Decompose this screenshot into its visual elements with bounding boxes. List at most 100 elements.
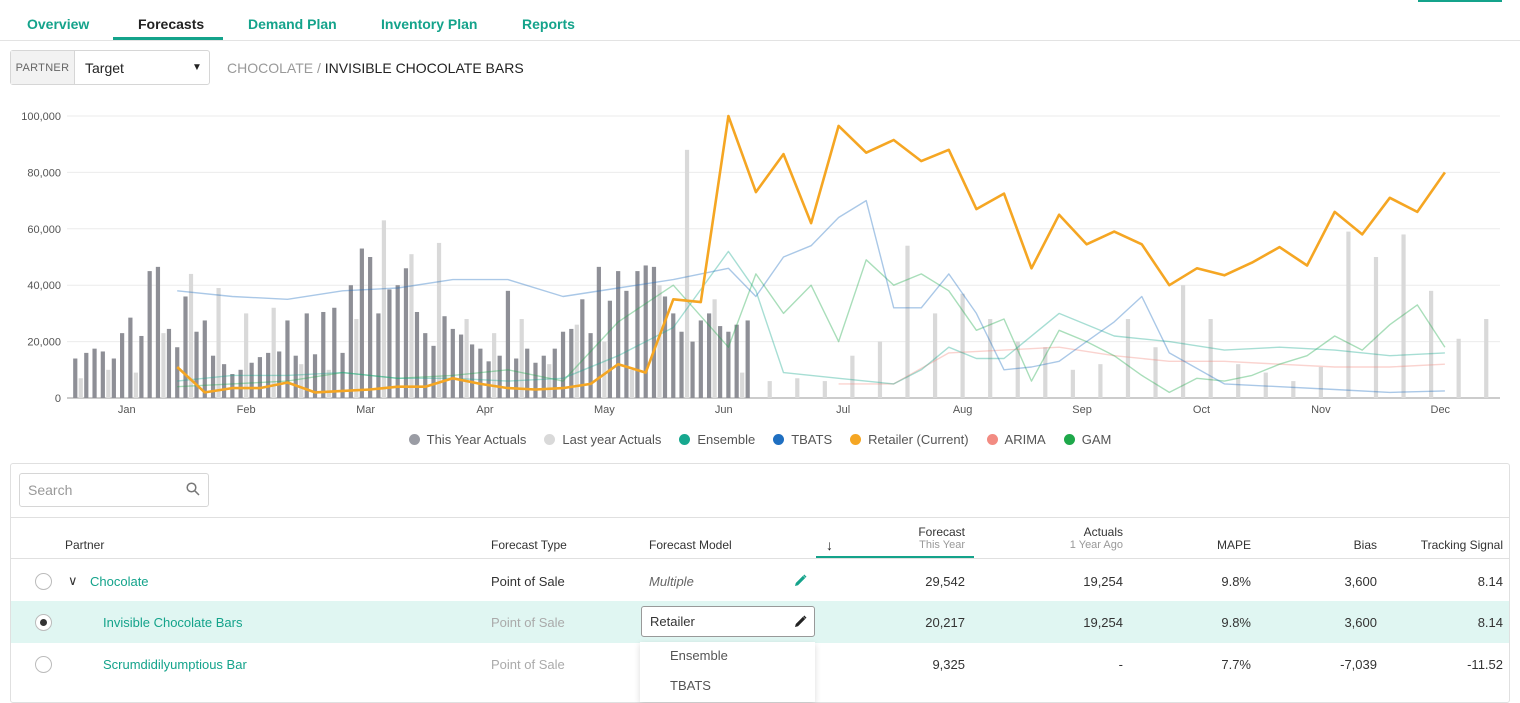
bar-this-year — [662, 296, 668, 398]
legend-retailer[interactable]: Retailer (Current) — [850, 432, 969, 447]
bar-this-year — [718, 326, 723, 398]
row-mape: 9.8% — [1221, 574, 1251, 589]
bar-this-year — [84, 352, 89, 398]
table-row[interactable]: Scrumdidilyumptious Bar Point of Sale 9,… — [11, 643, 1509, 685]
bar-this-year — [588, 333, 593, 398]
bar-this-year — [266, 352, 271, 398]
header-forecast[interactable]: Forecast This Year — [865, 525, 965, 551]
legend-arima[interactable]: ARIMA — [986, 432, 1046, 447]
chart-legend: This Year Actuals Last year Actuals Ense… — [0, 432, 1520, 447]
header-bias[interactable]: Bias — [1353, 538, 1377, 552]
bar-last-year — [326, 369, 331, 398]
bar-this-year — [497, 355, 502, 398]
bar-this-year — [596, 266, 601, 398]
header-forecast-model[interactable]: Forecast Model — [649, 538, 732, 552]
table-row-selected[interactable]: Invisible Chocolate Bars Point of Sale R… — [11, 601, 1509, 643]
legend-label: Last year Actuals — [562, 432, 662, 447]
partner-select[interactable]: PARTNER Target ▼ — [10, 50, 210, 85]
breadcrumb-parent[interactable]: CHOCOLATE — [227, 60, 314, 76]
tab-forecasts[interactable]: Forecasts — [138, 16, 205, 32]
x-tick-label: Mar — [356, 404, 375, 416]
x-tick-label: Oct — [1193, 404, 1210, 416]
sort-arrow-icon[interactable]: ↓ — [826, 537, 833, 553]
header-actuals[interactable]: Actuals 1 Year Ago — [1023, 525, 1123, 551]
bar-last-year — [960, 293, 965, 398]
dropdown-option-tbats[interactable]: TBATS — [670, 678, 711, 693]
tab-overview[interactable]: Overview — [27, 16, 90, 32]
bar-this-year — [238, 369, 243, 398]
search-input[interactable] — [28, 482, 178, 498]
row-forecast: 20,217 — [925, 615, 965, 630]
bar-this-year — [73, 358, 78, 398]
tab-reports[interactable]: Reports — [522, 16, 575, 32]
bar-this-year — [183, 296, 188, 398]
bar-this-year — [505, 290, 511, 398]
legend-ensemble[interactable]: Ensemble — [679, 432, 755, 447]
forecast-model-select[interactable]: Retailer — [641, 606, 815, 637]
dropdown-option-ensemble[interactable]: Ensemble — [670, 648, 728, 663]
bar-this-year — [257, 357, 263, 398]
bar-this-year — [249, 362, 254, 398]
bar-this-year — [643, 265, 648, 398]
top-right-button-edge[interactable] — [1418, 0, 1502, 2]
row-radio[interactable] — [35, 614, 52, 631]
bar-last-year — [1153, 347, 1158, 398]
header-mape[interactable]: MAPE — [1216, 538, 1251, 552]
model-select-value[interactable]: Retailer — [650, 614, 695, 629]
row-forecast-model: Multiple — [649, 574, 694, 589]
header-partner[interactable]: Partner — [65, 538, 105, 552]
y-tick-label: 20,000 — [27, 337, 61, 349]
legend-this-year-actuals[interactable]: This Year Actuals — [408, 432, 526, 447]
bar-this-year — [635, 271, 640, 398]
bar-this-year — [321, 311, 326, 398]
bar-this-year — [403, 268, 409, 398]
row-partner[interactable]: Invisible Chocolate Bars — [103, 615, 243, 630]
pencil-icon[interactable] — [794, 574, 807, 587]
legend-gam[interactable]: GAM — [1063, 432, 1111, 447]
header-forecast-label: Forecast — [918, 525, 965, 539]
x-tick-label: Dec — [1431, 404, 1451, 416]
bar-last-year — [1125, 319, 1131, 398]
header-tracking-signal[interactable]: Tracking Signal — [1420, 538, 1503, 552]
bar-this-year — [450, 328, 455, 398]
bar-last-year — [1070, 369, 1075, 398]
row-tracking-signal: 8.14 — [1477, 574, 1503, 589]
bar-last-year — [299, 364, 304, 398]
bar-last-year — [684, 149, 690, 398]
tab-inventory-plan[interactable]: Inventory Plan — [381, 16, 478, 32]
bar-this-year — [423, 333, 428, 398]
bar-this-year — [469, 344, 475, 398]
header-actuals-sub: 1 Year Ago — [1069, 539, 1123, 551]
bar-this-year — [624, 290, 629, 398]
bar-last-year — [519, 319, 524, 398]
search-box[interactable] — [19, 473, 209, 507]
legend-last-year-actuals[interactable]: Last year Actuals — [544, 432, 661, 447]
row-radio[interactable] — [35, 656, 52, 673]
bar-last-year — [740, 372, 745, 398]
bar-this-year — [348, 285, 353, 398]
bar-last-year — [1180, 285, 1186, 398]
chevron-down-icon[interactable]: ∨ — [68, 573, 78, 588]
search-icon[interactable] — [186, 482, 200, 496]
row-partner[interactable]: Scrumdidilyumptious Bar — [103, 657, 247, 672]
partner-value[interactable]: Target — [85, 59, 124, 76]
x-tick-label: Sep — [1072, 404, 1092, 416]
forecast-chart[interactable]: 0 20,000 40,000 60,000 80,000 100,000 Jan Feb Ma… — [0, 100, 1520, 425]
table-row[interactable]: ∨ Chocolate Point of Sale Multiple 29,54… — [11, 560, 1509, 602]
legend-tbats[interactable]: TBATS — [773, 432, 832, 447]
x-tick-label: Jun — [715, 404, 733, 416]
bar-this-year — [514, 358, 519, 398]
forecast-model-dropdown: Ensemble TBATS — [640, 642, 815, 702]
caret-down-icon[interactable]: ▼ — [192, 62, 202, 73]
bar-last-year — [354, 319, 359, 398]
row-partner[interactable]: Chocolate — [90, 574, 149, 589]
pencil-icon[interactable] — [794, 615, 807, 628]
bar-this-year — [194, 331, 199, 398]
legend-dot — [1063, 434, 1075, 445]
header-forecast-type[interactable]: Forecast Type — [491, 538, 567, 552]
row-radio[interactable] — [35, 573, 52, 590]
bar-this-year — [332, 307, 337, 398]
series-line-tbats — [177, 199, 1445, 394]
tab-demand-plan[interactable]: Demand Plan — [248, 16, 337, 32]
row-forecast: 29,542 — [925, 574, 965, 589]
